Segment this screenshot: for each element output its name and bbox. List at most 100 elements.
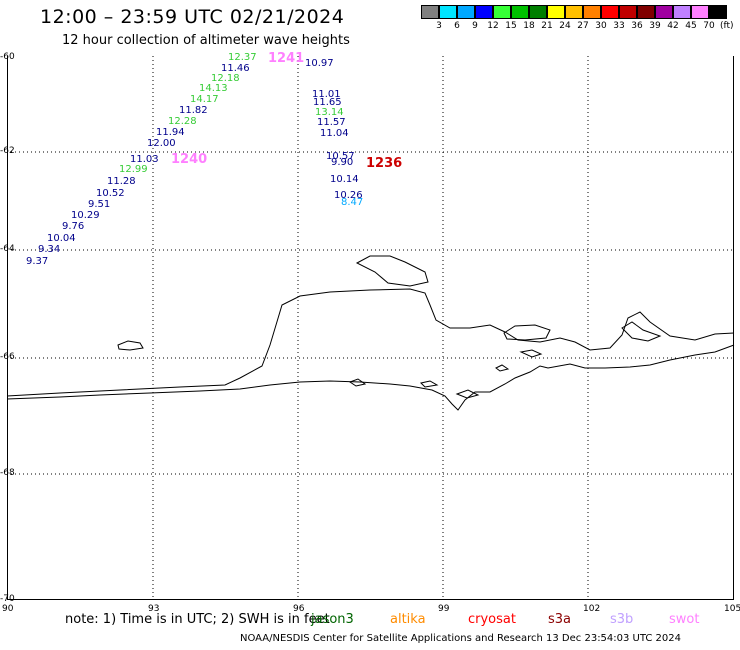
satellite-name: s3a	[548, 612, 572, 627]
island-east	[503, 324, 551, 341]
wave-height-label: 11.04	[320, 128, 349, 139]
legend-label: 39	[649, 21, 661, 31]
wave-height-label: 9.34	[38, 244, 61, 255]
latitude-label: -60	[0, 52, 15, 62]
legend-label: 36	[631, 21, 643, 31]
wave-height-label: 9.51	[88, 199, 111, 210]
wave-height-label: 12.28	[168, 116, 197, 127]
legend-label: 33	[613, 21, 625, 31]
legend-swatch	[691, 5, 709, 19]
legend-unit: (ft)	[720, 21, 734, 31]
longitude-label: 90	[2, 604, 14, 614]
track-id-label: 1241	[268, 51, 305, 66]
longitude-label: 99	[438, 604, 450, 614]
wave-height-label: 13.14	[315, 107, 344, 118]
page-title: 12:00 – 23:59 UTC 02/21/2024	[40, 6, 345, 28]
island-small-3	[420, 380, 439, 388]
legend-swatches	[421, 5, 734, 19]
wave-height-label: 8.47	[341, 197, 364, 208]
peninsula-east	[621, 321, 662, 342]
wave-height-label: 9.76	[62, 221, 85, 232]
legend-label: 45	[685, 21, 697, 31]
legend-swatch	[637, 5, 655, 19]
latitude-label: -70	[0, 594, 15, 604]
satellite-name: s3b	[610, 612, 634, 627]
wave-height-label: 9.90	[331, 157, 354, 168]
island-small-5	[495, 364, 510, 372]
wave-height-label: 10.26	[334, 190, 363, 201]
latitude-label: -64	[0, 244, 15, 254]
wave-height-label: 11.46	[221, 63, 250, 74]
legend-labels: 3 6 9 12 15 18 21 24 27 30 33 36 39 42 45 70 (ft)	[421, 21, 734, 31]
wave-height-label: 10.57	[326, 151, 355, 162]
wave-height-label: 14.13	[199, 83, 228, 94]
wave-height-label: 10.04	[47, 233, 76, 244]
legend-swatch	[493, 5, 511, 19]
wave-height-label: 12.00	[147, 138, 176, 149]
latitude-label: -68	[0, 468, 15, 478]
legend-label: 18	[523, 21, 535, 31]
latitude-label: -62	[0, 146, 15, 156]
graticule	[7, 56, 734, 600]
legend-label: 30	[595, 21, 607, 31]
legend-swatch	[619, 5, 637, 19]
footer-credit: NOAA/NESDIS Center for Satellite Applica…	[240, 633, 682, 644]
legend-label: 3	[436, 21, 442, 31]
wave-height-label: 11.65	[313, 97, 342, 108]
satellite-name: jason3	[311, 612, 354, 627]
legend-label: 21	[541, 21, 553, 31]
island-north	[355, 255, 429, 287]
legend-swatch	[421, 5, 439, 19]
wave-height-label: 11.57	[317, 117, 346, 128]
legend-swatch	[547, 5, 565, 19]
legend-swatch	[475, 5, 493, 19]
track-id-label: 1240	[171, 152, 208, 167]
track-id-label: 1236	[366, 156, 403, 171]
legend-swatch	[511, 5, 529, 19]
wave-height-label: 11.94	[156, 127, 185, 138]
wave-height-label: 14.17	[190, 94, 219, 105]
antarctic-coastline	[6, 255, 735, 411]
wave-height-label: 10.97	[305, 58, 334, 69]
longitude-label: 105	[724, 604, 740, 614]
wave-height-label: 11.03	[130, 154, 159, 165]
legend-swatch	[457, 5, 475, 19]
longitude-label: 102	[583, 604, 601, 614]
island-small-4	[455, 389, 480, 399]
legend-label: 42	[667, 21, 679, 31]
wave-height-label: 10.29	[71, 210, 100, 221]
satellite-name: altika	[390, 612, 426, 627]
page-subtitle: 12 hour collection of altimeter wave hei…	[62, 33, 350, 48]
longitude-label: 93	[148, 604, 160, 614]
wave-height-label: 11.01	[312, 89, 341, 100]
legend-swatch	[529, 5, 547, 19]
wave-height-label: 11.82	[179, 105, 208, 116]
wave-height-label: 12.99	[119, 164, 148, 175]
legend-label: 24	[559, 21, 571, 31]
legend-swatch	[601, 5, 619, 19]
island-small-1	[519, 349, 543, 358]
legend-swatch	[439, 5, 457, 19]
wave-height-label: 10.14	[330, 174, 359, 185]
legend-label: 27	[577, 21, 589, 31]
wave-height-label: 11.28	[107, 176, 136, 187]
legend-label: 9	[472, 21, 478, 31]
legend-swatch	[655, 5, 673, 19]
legend-swatch	[709, 5, 727, 19]
legend-label: 15	[505, 21, 517, 31]
legend-swatch	[565, 5, 583, 19]
satellite-name: cryosat	[468, 612, 516, 627]
legend-swatch	[583, 5, 601, 19]
island-west	[117, 340, 144, 351]
map-frame	[7, 56, 734, 600]
island-small-2	[348, 378, 367, 387]
legend-label: 70	[703, 21, 715, 31]
wave-height-label: 10.52	[96, 188, 125, 199]
wave-height-legend: 3 6 9 12 15 18 21 24 27 30 33 36 39 42 45 70 (ft)	[421, 5, 734, 31]
wave-height-label: 12.18	[211, 73, 240, 84]
note-text: note: 1) Time is in UTC; 2) SWH is in fe…	[65, 612, 330, 627]
legend-label: 12	[487, 21, 499, 31]
legend-swatch	[673, 5, 691, 19]
